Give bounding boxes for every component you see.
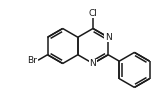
Text: Br: Br xyxy=(28,56,37,65)
Text: N: N xyxy=(105,33,112,42)
Text: Cl: Cl xyxy=(89,9,97,18)
Text: N: N xyxy=(90,59,96,68)
